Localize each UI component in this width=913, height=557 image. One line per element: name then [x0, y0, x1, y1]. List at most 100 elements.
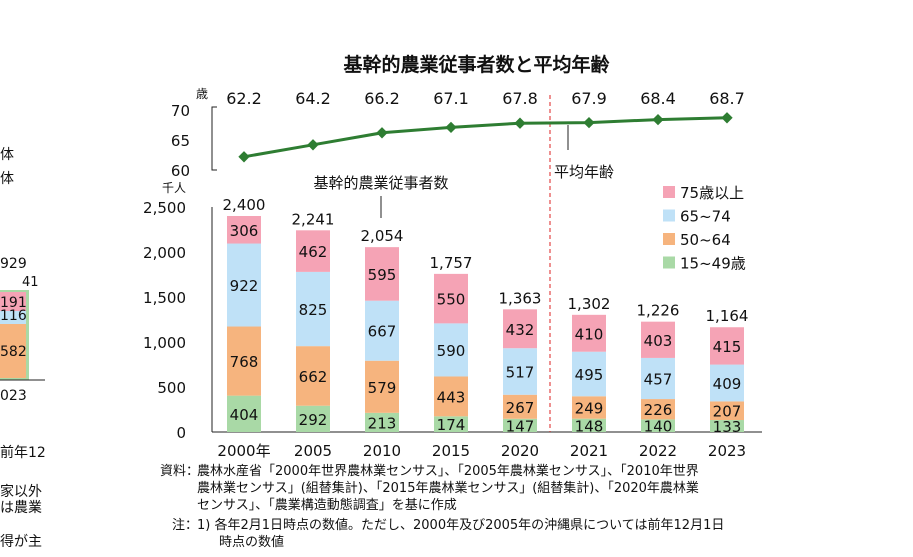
- legend-label: 65~74: [680, 208, 731, 226]
- bar-segment-label: 147: [506, 417, 535, 435]
- bar-segment: [641, 419, 675, 432]
- x-tick-label: 2005: [294, 442, 332, 460]
- age-line: [243, 116, 728, 159]
- bar-segment-label: 517: [506, 363, 535, 381]
- note-line: 時点の数値: [219, 535, 285, 550]
- bar-segment: [503, 418, 537, 432]
- bar-segment-label: 226: [644, 401, 673, 419]
- bar-segment: [503, 309, 537, 349]
- bar-total-label: 1,226: [637, 302, 680, 320]
- bar-segment-label: 495: [575, 366, 604, 384]
- bar-segment-label: 174: [437, 416, 466, 434]
- age-point: [307, 139, 319, 151]
- legend-swatch: [663, 256, 675, 269]
- bar-segment: [710, 420, 744, 432]
- age-point: [652, 113, 664, 126]
- left-fragment-bar-label: 116: [0, 308, 27, 324]
- bar-segment-label: 550: [437, 291, 466, 309]
- bar-segment: [296, 230, 330, 272]
- bar-segment: [503, 348, 537, 395]
- bar-segment: [365, 247, 399, 301]
- line-series-annotation: 平均年齢: [554, 163, 614, 181]
- bar-segment: [572, 396, 606, 419]
- bar-segment-label: 432: [506, 321, 535, 339]
- chart-title: 基幹的農業従事者数と平均年齢: [343, 54, 610, 76]
- source-label: 資料：: [160, 464, 200, 479]
- bar-y-tick-label: 500: [157, 379, 186, 397]
- bar-segment-label: 404: [230, 406, 259, 424]
- bar-segment-label: 140: [644, 418, 673, 436]
- age-data-label: 66.2: [364, 89, 400, 108]
- left-fragment-bar-label: 191: [0, 295, 27, 311]
- left-fragment-text: 929: [0, 256, 27, 272]
- left-fragment-text: 41: [22, 275, 39, 290]
- bar-segment: [710, 401, 744, 421]
- bar-segment: [296, 405, 330, 432]
- bar-y-unit-label: 千人: [162, 181, 186, 195]
- age-data-label: 67.8: [502, 89, 538, 108]
- legend-swatch: [663, 186, 675, 198]
- bar-segment-label: 443: [437, 388, 466, 406]
- bar-total-label: 1,757: [430, 254, 473, 272]
- bar-segment: [434, 376, 468, 417]
- bar-segment: [365, 360, 399, 413]
- left-fragment-segment: [0, 292, 26, 311]
- left-fragment-text: 体: [0, 147, 14, 163]
- bar-segment: [641, 399, 675, 420]
- x-tick-label: 2020: [501, 442, 539, 460]
- left-fragment-text: 得が主: [0, 533, 42, 550]
- bar-y-tick-label: 2,000: [143, 244, 186, 262]
- bar-segment-label: 207: [713, 403, 742, 421]
- bar-segment-label: 922: [230, 277, 259, 295]
- bar-total-label: 2,054: [361, 227, 404, 245]
- bar-segment: [710, 364, 744, 402]
- left-fragment-segment: [0, 311, 26, 324]
- bar-segment-label: 768: [230, 353, 259, 371]
- bar-segment-label: 590: [437, 342, 466, 360]
- source-text: 農林水産省「2000年世界農林業センサス」、「2005年農林業センサス」、「20…: [197, 463, 699, 514]
- bar-segment-label: 579: [368, 379, 397, 397]
- age-point: [721, 112, 733, 124]
- bar-segment: [572, 418, 606, 432]
- age-point: [445, 121, 457, 134]
- bar-segment: [296, 346, 330, 406]
- bar-segment-label: 825: [299, 301, 328, 319]
- bar-segment-label: 133: [713, 418, 742, 436]
- bar-segment-label: 267: [506, 399, 535, 417]
- bar-series-annotation: 基幹的農業従事者数: [313, 174, 448, 192]
- age-data-label: 67.9: [571, 89, 607, 108]
- bar-y-tick-label: 1,500: [143, 289, 186, 307]
- bar-segment: [227, 395, 261, 432]
- bar-segment: [227, 326, 261, 396]
- age-point: [376, 127, 388, 139]
- bar-segment-label: 462: [299, 243, 328, 261]
- left-fragment-segment: [0, 324, 26, 378]
- bar-total-label: 2,400: [223, 196, 266, 214]
- left-fragment-text: 体: [0, 171, 14, 187]
- left-fragment-text: 家以外: [0, 483, 42, 500]
- legend-label: 50~64: [680, 231, 731, 249]
- line-y-tick-label: 65: [171, 132, 190, 150]
- bar-segment: [641, 321, 675, 358]
- x-tick-label: 2000年: [217, 442, 270, 460]
- age-point: [238, 151, 250, 163]
- x-tick-label: 2022: [639, 442, 677, 460]
- source-line: センサス」、「農業構造動態調査」を基に作成: [197, 498, 457, 513]
- bar-segment-label: 409: [713, 375, 742, 393]
- bar-total-label: 1,363: [499, 289, 542, 307]
- left-fragment-text: は農業: [0, 500, 42, 516]
- legend-label: 15~49歳: [680, 255, 746, 273]
- note-line: 1) 各年2月1日時点の数値。ただし、2000年及び2005年の沖縄県については…: [197, 518, 725, 533]
- left-fragment-text: 023: [0, 388, 27, 404]
- bar-segment-label: 249: [575, 399, 604, 417]
- age-point: [583, 116, 595, 129]
- bar-segment: [572, 351, 606, 397]
- bar-segment: [710, 327, 744, 365]
- bar-segment-label: 662: [299, 368, 328, 386]
- bar-segment-label: 410: [575, 325, 604, 343]
- bar-segment-label: 213: [368, 414, 397, 432]
- age-point: [514, 117, 526, 129]
- source-line: 農林業センサス」(組替集計)、「2015年農林業センサス」(組替集計)、「202…: [197, 481, 699, 496]
- bar-segment: [365, 412, 399, 432]
